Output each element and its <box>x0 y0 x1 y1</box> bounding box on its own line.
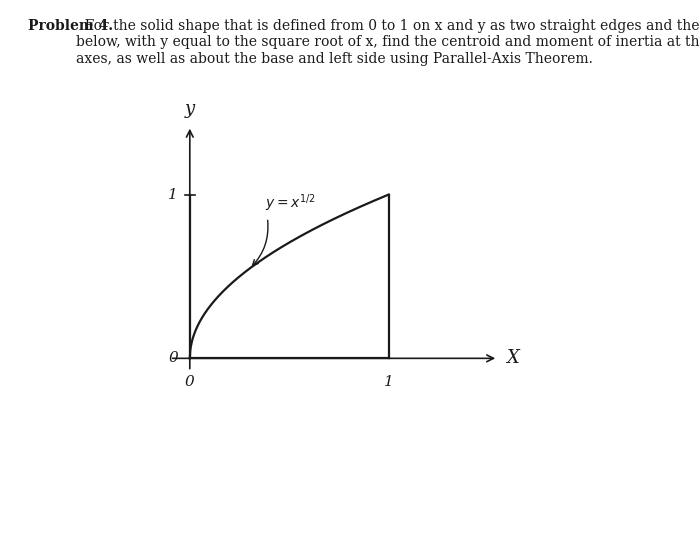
Text: y: y <box>185 100 195 118</box>
Text: 0: 0 <box>185 375 195 389</box>
Text: 1: 1 <box>168 188 178 201</box>
Text: X: X <box>506 350 519 368</box>
Text: 0: 0 <box>168 351 178 365</box>
Text: Problem 4.: Problem 4. <box>28 19 113 33</box>
Text: For the solid shape that is defined from 0 to 1 on x and y as two straight edges: For the solid shape that is defined from… <box>76 19 700 66</box>
Text: $y = x^{1/2}$: $y = x^{1/2}$ <box>265 193 316 214</box>
Text: 1: 1 <box>384 375 393 389</box>
